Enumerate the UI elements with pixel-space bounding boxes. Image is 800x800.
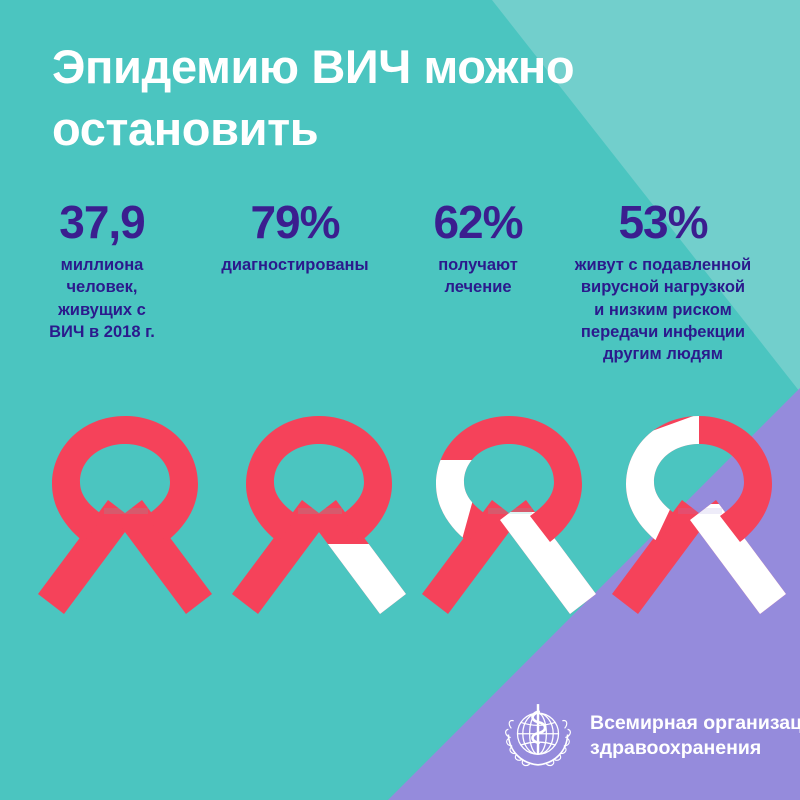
aids-ribbon-icon xyxy=(232,416,406,614)
stat-caption-line: лечение xyxy=(444,278,512,297)
awareness-ribbon-2 xyxy=(414,404,604,619)
stat-caption-line: другим людям xyxy=(603,344,723,363)
stat-value-2: 62% xyxy=(433,196,523,248)
stat-block-0: 37,9 миллиона человек, живущих с ВИЧ в 2… xyxy=(12,198,192,343)
aids-ribbon-icon xyxy=(422,416,596,614)
stat-caption-line: живущих с xyxy=(58,300,146,319)
stat-caption-line: ВИЧ в 2018 г. xyxy=(49,322,155,341)
stat-value-1: 79% xyxy=(250,196,340,248)
stat-caption-1: диагностированы xyxy=(186,254,404,276)
stats-row: 37,9 миллиона человек, живущих с ВИЧ в 2… xyxy=(0,198,800,398)
stat-block-3: 53% живут с подавленной вирусной нагрузк… xyxy=(532,198,794,365)
who-logo-text: Всемирная организация здравоохранения xyxy=(590,711,800,760)
awareness-ribbon-3 xyxy=(604,404,794,619)
stat-caption-2: получают лечение xyxy=(398,254,558,298)
stat-block-2: 62% получают лечение xyxy=(398,198,558,299)
awareness-ribbon-1 xyxy=(224,404,414,619)
who-text-line-2: здравоохранения xyxy=(590,737,762,759)
stat-caption-line: живут с подавленной xyxy=(574,256,752,275)
aids-ribbon-icon xyxy=(612,416,786,614)
title-line-1: Эпидемию ВИЧ можно xyxy=(52,40,575,93)
stat-caption-line: вирусной нагрузкой xyxy=(580,278,746,297)
stat-value-3: 53% xyxy=(618,196,708,248)
aids-ribbon-icon xyxy=(38,416,212,614)
stat-value-0: 37,9 xyxy=(59,196,146,248)
stat-caption-line: диагностированы xyxy=(221,256,369,275)
title-line-2: остановить xyxy=(52,102,319,156)
stat-caption-line: миллиона xyxy=(60,256,144,275)
awareness-ribbon-0 xyxy=(30,404,220,619)
stat-caption-3: живут с подавленной вирусной нагрузкой и… xyxy=(532,254,794,365)
stat-caption-line: и низким риском xyxy=(594,300,732,319)
stat-block-1: 79% диагностированы xyxy=(186,198,404,276)
ribbon-row xyxy=(0,404,800,619)
who-emblem-icon xyxy=(505,704,571,767)
page-title: Эпидемию ВИЧ можно остановить xyxy=(52,36,752,160)
stat-caption-0: миллиона человек, живущих с ВИЧ в 2018 г… xyxy=(12,254,192,342)
stat-caption-line: человек, xyxy=(66,278,138,297)
who-logo: Всемирная организация здравоохранения xyxy=(500,698,800,774)
who-text-line-1: Всемирная организация xyxy=(590,712,800,735)
stat-caption-line: передачи инфекции xyxy=(580,322,746,341)
stat-caption-line: получают xyxy=(438,256,518,275)
